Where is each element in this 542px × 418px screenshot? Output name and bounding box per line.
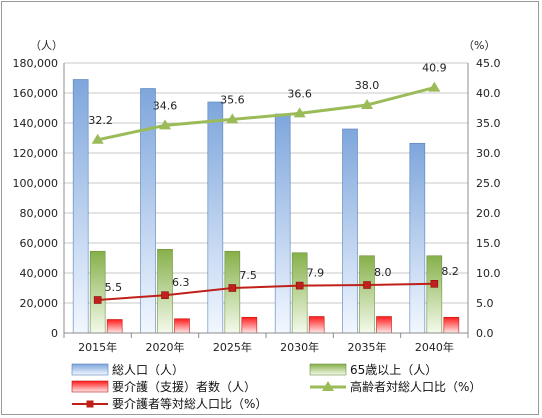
series-line-triangle <box>97 86 435 142</box>
legend-marker-square <box>86 400 94 408</box>
right-tick-label: 25.0 <box>476 177 501 190</box>
left-tick-label: 180,000 <box>13 57 59 70</box>
legend-label: 高齢者対総人口比（%） <box>350 379 481 394</box>
left-tick-label: 0 <box>51 327 58 340</box>
bars <box>72 79 460 334</box>
right-tick-label: 10.0 <box>476 267 501 280</box>
legend-label: 要介護（支援）者数（人） <box>112 379 256 394</box>
bar-over-65 <box>426 255 443 334</box>
right-tick-label: 5.0 <box>476 297 494 310</box>
marker-square <box>93 296 102 304</box>
category-label: 2025年 <box>213 340 252 354</box>
marker-triangle <box>226 113 239 124</box>
marker-triangle <box>293 107 306 118</box>
category-label: 2040年 <box>415 340 454 354</box>
legend-label: 総人口（人） <box>112 363 184 377</box>
data-label: 5.5 <box>105 281 123 294</box>
right-tick-label: 20.0 <box>476 207 501 220</box>
data-label: 8.2 <box>441 265 459 278</box>
bar-total-population <box>207 101 224 334</box>
bar-total-population <box>72 79 89 334</box>
legend-label: 65歳以上（人） <box>350 363 437 377</box>
left-tick-label: 120,000 <box>13 147 59 160</box>
bar-over-65 <box>291 252 308 334</box>
axes: 0 20,000 40,000 60,000 80,000 100,000 120,000 1… <box>13 39 501 354</box>
category-label: 2030年 <box>280 340 319 354</box>
legend-swatch-bar <box>71 363 109 376</box>
left-tick-label: 60,000 <box>20 237 59 250</box>
marker-square <box>228 284 237 292</box>
legend-label: 要介護者等対総人口比（%） <box>112 396 267 411</box>
right-axis-unit: （%） <box>463 39 495 52</box>
data-label: 8.0 <box>374 266 392 279</box>
category-label: 2035年 <box>348 340 387 354</box>
bar-total-population <box>409 142 426 334</box>
left-tick-label: 160,000 <box>13 87 59 100</box>
right-tick-label: 45.0 <box>476 57 501 70</box>
bar-care-needed <box>174 318 190 334</box>
marker-triangle <box>428 81 441 92</box>
left-tick-label: 20,000 <box>20 297 59 310</box>
data-label: 7.5 <box>239 269 256 282</box>
bar-total-population <box>342 128 358 334</box>
bar-over-65 <box>89 250 106 334</box>
category-label: 2015年 <box>78 340 117 354</box>
data-label: 6.3 <box>172 276 190 289</box>
legend-swatch-bar <box>71 380 109 393</box>
category-label: 2020年 <box>146 340 185 354</box>
marker-square <box>295 281 304 290</box>
right-tick-label: 15.0 <box>476 237 501 250</box>
marker-square <box>430 279 439 288</box>
legend-marker-triangle <box>322 381 334 391</box>
marker-triangle <box>361 99 373 109</box>
left-tick-label: 80,000 <box>20 207 59 220</box>
left-tick-label: 140,000 <box>13 117 59 130</box>
lines: 32.2 34.6 35.6 36.6 38.0 40.9 5.5 6.3 7.5 7.9 8.0 8… <box>88 62 459 304</box>
left-axis-unit: （人） <box>30 39 63 52</box>
left-tick-label: 40,000 <box>20 267 59 280</box>
bar-over-65 <box>157 249 173 334</box>
series-line-square <box>97 282 435 301</box>
marker-triangle <box>91 133 104 144</box>
left-tick-label: 100,000 <box>13 177 59 190</box>
data-label: 32.2 <box>88 114 113 127</box>
bar-care-needed <box>376 316 392 334</box>
data-label: 35.6 <box>220 93 245 106</box>
bar-care-needed <box>106 319 123 334</box>
data-label: 34.6 <box>153 99 178 112</box>
data-label: 38.0 <box>355 79 380 92</box>
bar-total-population <box>274 113 291 334</box>
bar-over-65 <box>224 250 241 334</box>
bar-over-65 <box>359 255 375 334</box>
bar-care-needed <box>308 316 325 334</box>
bar-care-needed <box>443 316 460 334</box>
right-tick-label: 30.0 <box>476 147 501 160</box>
right-tick-label: 35.0 <box>476 117 501 130</box>
marker-square <box>161 291 169 300</box>
gridlines <box>64 62 468 334</box>
right-tick-label: 0.0 <box>476 327 494 340</box>
marker-square <box>363 281 371 289</box>
data-label: 7.9 <box>307 267 325 280</box>
bar-care-needed <box>241 316 258 334</box>
legend-swatch-bar <box>309 363 347 376</box>
data-label: 40.9 <box>422 62 447 75</box>
marker-triangle <box>159 119 171 130</box>
legend: 総人口（人） 65歳以上（人） 要介護（支援）者数（人） 高齢者対総人口比（%） 要介護… <box>71 363 481 411</box>
right-tick-label: 40.0 <box>476 87 501 100</box>
data-label: 36.6 <box>287 87 312 100</box>
